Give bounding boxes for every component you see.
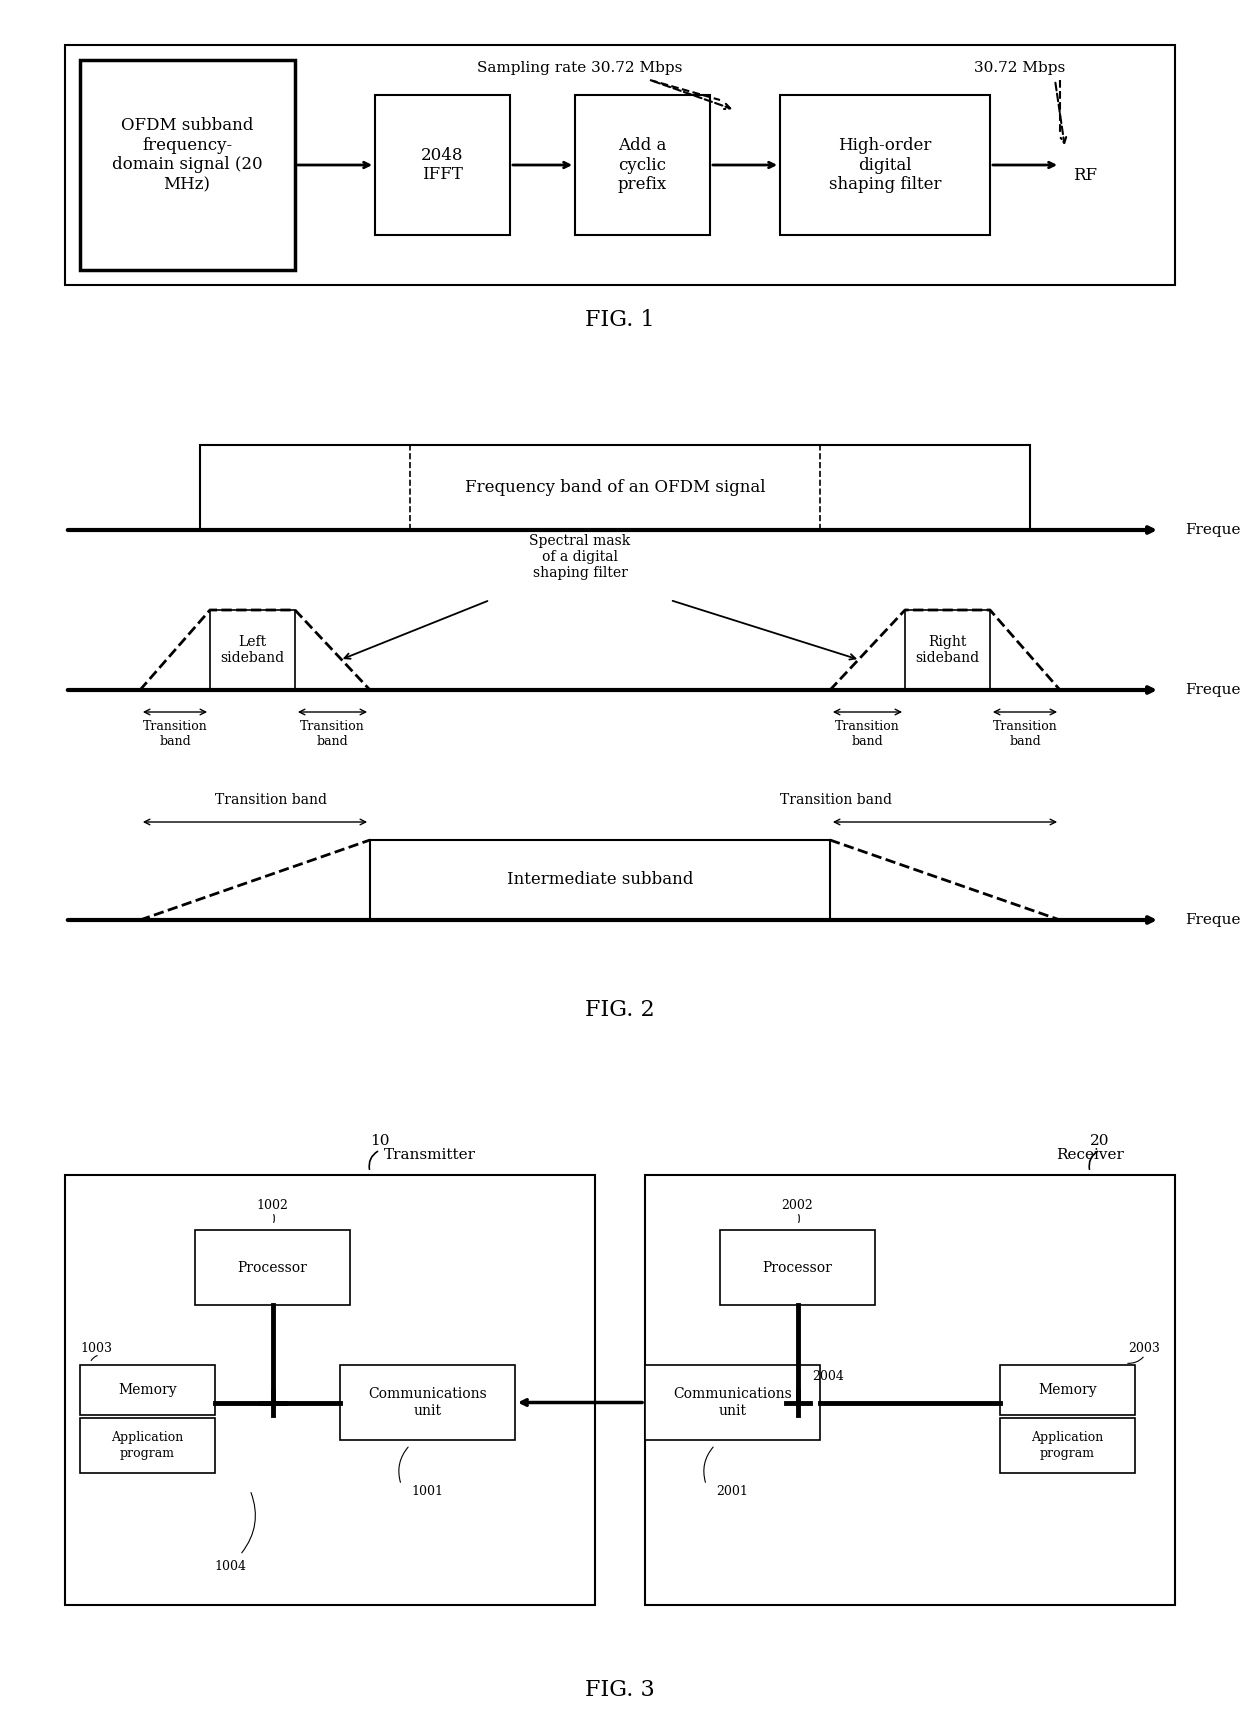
Text: Transition
band: Transition band bbox=[835, 720, 899, 748]
Text: Frequency band of an OFDM signal: Frequency band of an OFDM signal bbox=[465, 479, 765, 496]
Text: FIG. 2: FIG. 2 bbox=[585, 998, 655, 1021]
Bar bbox=[210, 609, 295, 689]
Text: Communications
unit: Communications unit bbox=[368, 1387, 487, 1418]
Text: Receiver: Receiver bbox=[1056, 1147, 1123, 1161]
Text: Communications
unit: Communications unit bbox=[673, 1387, 792, 1418]
Text: 10: 10 bbox=[371, 1134, 389, 1147]
Text: 1004: 1004 bbox=[215, 1561, 246, 1573]
Bar bbox=[64, 45, 1176, 285]
Text: 2001: 2001 bbox=[717, 1484, 749, 1498]
Text: 20: 20 bbox=[1090, 1134, 1110, 1147]
Bar bbox=[905, 609, 990, 689]
Bar bbox=[999, 1418, 1135, 1474]
Text: Add a
cyclic
prefix: Add a cyclic prefix bbox=[618, 137, 667, 193]
Bar bbox=[64, 1175, 595, 1606]
Bar bbox=[81, 61, 295, 271]
Text: 2004: 2004 bbox=[812, 1370, 844, 1384]
Bar bbox=[374, 95, 510, 234]
Text: Transmitter: Transmitter bbox=[384, 1147, 476, 1161]
Text: Frequency: Frequency bbox=[1185, 913, 1240, 927]
Bar bbox=[81, 1418, 215, 1474]
Text: Transition
band: Transition band bbox=[993, 720, 1058, 748]
Text: Intermediate subband: Intermediate subband bbox=[507, 871, 693, 889]
Text: 2003: 2003 bbox=[1128, 1342, 1159, 1356]
Bar bbox=[340, 1364, 515, 1439]
Text: Frequency: Frequency bbox=[1185, 523, 1240, 536]
Text: FIG. 1: FIG. 1 bbox=[585, 309, 655, 332]
Text: Left
sideband: Left sideband bbox=[219, 635, 284, 665]
Text: High-order
digital
shaping filter: High-order digital shaping filter bbox=[828, 137, 941, 193]
Text: 2002: 2002 bbox=[781, 1200, 813, 1212]
Bar bbox=[195, 1231, 350, 1305]
Text: FIG. 3: FIG. 3 bbox=[585, 1679, 655, 1701]
Text: 2048
IFFT: 2048 IFFT bbox=[420, 148, 464, 184]
Bar bbox=[81, 1364, 215, 1415]
Text: 30.72 Mbps: 30.72 Mbps bbox=[975, 61, 1065, 75]
Bar bbox=[780, 95, 990, 234]
Text: OFDM subband
frequency-
domain signal (20
MHz): OFDM subband frequency- domain signal (2… bbox=[112, 116, 263, 193]
Bar bbox=[370, 840, 830, 920]
Text: 1003: 1003 bbox=[81, 1342, 112, 1356]
Text: 1002: 1002 bbox=[257, 1200, 289, 1212]
Text: Transition band: Transition band bbox=[780, 793, 892, 807]
Text: Processor: Processor bbox=[763, 1260, 832, 1274]
Text: Spectral mask
of a digital
shaping filter: Spectral mask of a digital shaping filte… bbox=[529, 533, 631, 580]
Text: Memory: Memory bbox=[1038, 1384, 1097, 1397]
Text: RF: RF bbox=[1073, 167, 1097, 184]
Text: Transition
band: Transition band bbox=[300, 720, 365, 748]
Text: Application
program: Application program bbox=[112, 1432, 184, 1460]
Bar bbox=[575, 95, 711, 234]
Text: Frequency: Frequency bbox=[1185, 682, 1240, 696]
Text: Memory: Memory bbox=[118, 1384, 177, 1397]
Text: Transition
band: Transition band bbox=[143, 720, 207, 748]
Text: Right
sideband: Right sideband bbox=[915, 635, 980, 665]
Bar bbox=[200, 444, 1030, 529]
Bar bbox=[645, 1175, 1176, 1606]
Text: Application
program: Application program bbox=[1032, 1432, 1104, 1460]
Text: Transition band: Transition band bbox=[215, 793, 327, 807]
Bar bbox=[720, 1231, 875, 1305]
Text: Processor: Processor bbox=[238, 1260, 308, 1274]
Bar bbox=[999, 1364, 1135, 1415]
Bar bbox=[645, 1364, 820, 1439]
Text: Sampling rate 30.72 Mbps: Sampling rate 30.72 Mbps bbox=[477, 61, 683, 75]
Text: 1001: 1001 bbox=[412, 1484, 444, 1498]
